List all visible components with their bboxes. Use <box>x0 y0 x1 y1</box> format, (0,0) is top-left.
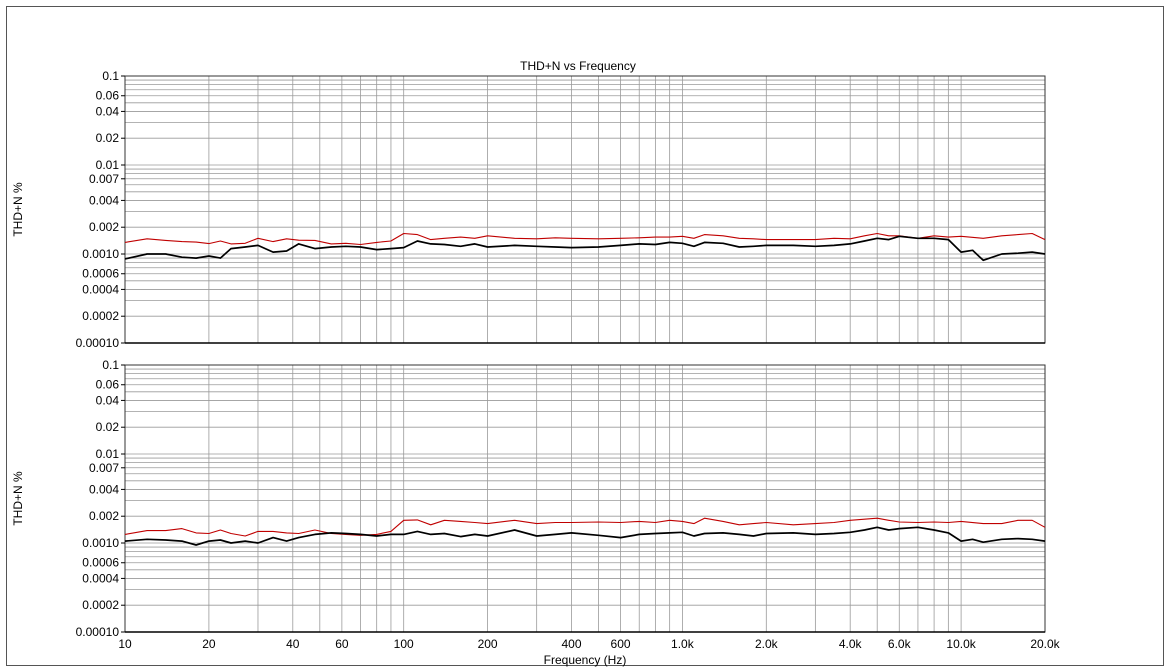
x-axis-title: Frequency (Hz) <box>544 653 627 667</box>
y-tick-label: 0.00010 <box>76 625 120 639</box>
panels: 0.10.060.040.020.010.0070.0040.0020.0010… <box>11 69 1061 651</box>
y-tick-label: 0.06 <box>96 89 120 103</box>
series-line-2 <box>124 235 1046 262</box>
series-line-1 <box>124 232 1046 246</box>
y-tick-label: 0.007 <box>89 172 119 186</box>
y-tick-label: 0.0010 <box>82 536 119 550</box>
y-tick-label: 0.004 <box>89 482 119 496</box>
x-axis: 10 20 40 60 100 200 400 600 1.0k 2.0k 4.0k 6.0k 10.0… <box>118 637 1060 651</box>
y-tick-label: 0.0006 <box>82 556 119 570</box>
y-tick-label: 0.0004 <box>82 282 119 296</box>
panel-2: 0.1 0.060.04 0.02 0.010.007 0.004 0.002 0.0010… <box>11 358 1046 639</box>
y-tick-label: 0.02 <box>96 131 120 145</box>
y-tick-label: 0.1 <box>102 358 119 372</box>
x-tick-label: 60 <box>335 637 349 651</box>
y-axis-title: THD+N % <box>11 471 25 526</box>
y-tick-label: 0.0004 <box>82 571 119 585</box>
y-tick-label: 0.007 <box>89 461 119 475</box>
x-tick-label: 4.0k <box>839 637 863 651</box>
x-tick-label: 2.0k <box>755 637 779 651</box>
x-tick-label: 10 <box>118 637 132 651</box>
y-tick-label: 0.01 <box>96 447 120 461</box>
y-tick-label: 0.02 <box>96 420 120 434</box>
x-tick-label: 1.0k <box>671 637 695 651</box>
y-tick-label: 0.01 <box>96 158 120 172</box>
x-tick-label: 40 <box>286 637 300 651</box>
y-tick-label: 0.06 <box>96 378 120 392</box>
y-axis-title: THD+N % <box>11 182 25 237</box>
chart-title: THD+N vs Frequency <box>520 59 636 73</box>
x-tick-label: 400 <box>561 637 581 651</box>
plot-area <box>125 76 1045 343</box>
series-line-1 <box>124 517 1046 537</box>
x-tick-label: 6.0k <box>888 637 912 651</box>
y-tick-label: 0.0010 <box>82 247 119 261</box>
y-tick-label: 0.002 <box>89 509 119 523</box>
panel-1: 0.1 0.060.04 0.02 0.010.007 0.004 0.002 0.0010… <box>11 69 1046 350</box>
y-tick-label: 0.0006 <box>82 267 119 281</box>
plot-area <box>125 365 1045 632</box>
y-tick-label: 0.00010 <box>76 336 120 350</box>
y-tick-label: 0.04 <box>96 104 120 118</box>
x-tick-label: 600 <box>611 637 631 651</box>
x-tick-label: 20.0k <box>1030 637 1060 651</box>
y-tick-label: 0.04 <box>96 393 120 407</box>
series-line-2 <box>124 526 1046 546</box>
x-tick-label: 20 <box>202 637 216 651</box>
y-tick-label: 0.002 <box>89 220 119 234</box>
x-tick-label: 100 <box>394 637 414 651</box>
x-tick-label: 10.0k <box>946 637 976 651</box>
y-tick-label: 0.004 <box>89 193 119 207</box>
x-tick-label: 200 <box>478 637 498 651</box>
y-tick-label: 0.0002 <box>82 598 119 612</box>
y-tick-label: 0.0002 <box>82 309 119 323</box>
y-tick-label: 0.1 <box>102 69 119 83</box>
